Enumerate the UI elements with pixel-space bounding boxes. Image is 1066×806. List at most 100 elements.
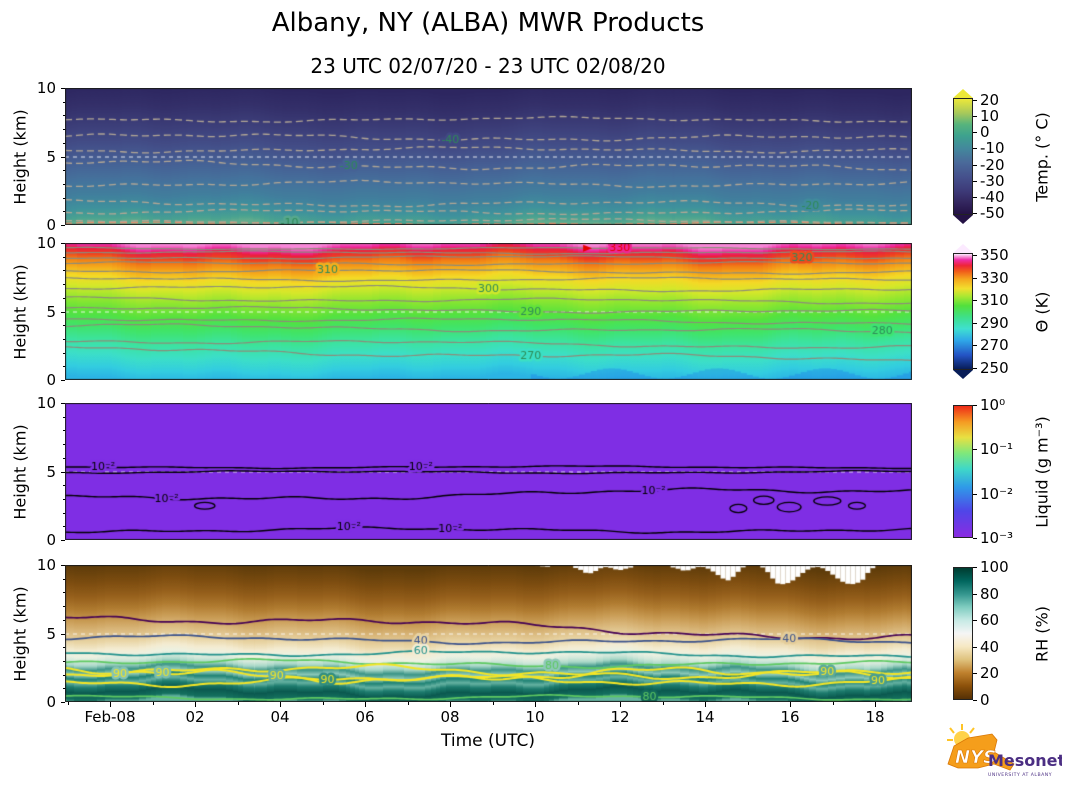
y-tick-mark [61,565,65,566]
y-minor-tick [63,606,65,608]
x-tick-mark [450,702,451,707]
y-minor-tick [63,619,65,621]
y-minor-tick [63,129,65,131]
y-minor-tick [63,256,65,258]
y-minor-tick [63,674,65,676]
colorbar-tick-mark [973,148,977,150]
x-axis-title: Time (UTC) [441,731,535,751]
y-minor-tick [63,660,65,662]
x-minor-tick [577,702,579,705]
colorbar-tick-mark [973,196,977,198]
x-tick-mark [195,702,196,707]
x-tick-label: 06 [355,708,375,726]
y-tick-mark [61,540,65,541]
colorbar-tick-mark [973,620,977,622]
y-minor-tick [63,366,65,368]
colorbar-tick-mark [973,673,977,675]
x-minor-tick [322,702,324,705]
y-minor-tick [63,592,65,594]
colorbar-tick-mark [973,180,977,182]
colorbar-title: Temp. (° C) [1032,111,1051,202]
colorbar-tick-mark [973,164,977,166]
y-minor-tick [63,270,65,272]
colorbar-title: RH (%) [1032,605,1051,662]
colorbar-tick-label: 100 [980,558,1009,576]
colorbar-tick-label: 310 [980,291,1009,310]
colorbar-tick-mark [973,300,977,302]
x-tick-label: 12 [610,708,630,726]
colorbar-tick-label: -30 [980,171,1005,190]
colorbar-tick-mark [973,100,977,102]
y-tick-label: 5 [46,462,56,481]
colorbar-relative-humidity [953,567,973,700]
colorbar-tick-mark [973,116,977,118]
y-tick-label: 5 [46,624,56,643]
y-minor-tick [63,416,65,418]
heatmap-potential-temperature [65,243,912,380]
colorbar-tick-label: 10⁻² [980,484,1014,503]
colorbar-tick-mark [973,132,977,134]
figure-title: Albany, NY (ALBA) MWR Products [271,8,705,38]
colorbar-tick-label: 0 [980,691,990,709]
x-minor-tick [662,702,664,705]
logo-mesonet-text: Mesonet [988,751,1062,770]
x-tick-mark [280,702,281,707]
y-tick-mark [61,380,65,381]
colorbar-tick-mark [973,212,977,214]
x-tick-label: 02 [185,708,205,726]
x-tick-label: 16 [780,708,800,726]
y-minor-tick [63,352,65,354]
x-minor-tick [237,702,239,705]
colorbar-tick-label: 10 [980,107,1000,126]
colorbar-tick-mark [973,700,977,701]
y-tick-mark [61,702,65,703]
colorbar-tick-mark [973,322,977,324]
y-tick-label: 10 [36,556,56,574]
colorbar-temperature [953,98,973,215]
figure-subtitle: 23 UTC 02/07/20 - 23 UTC 02/08/20 [310,54,666,78]
y-tick-label: 0 [46,693,56,711]
colorbar-tick-mark [973,449,977,451]
x-tick-label: 04 [270,708,290,726]
y-tick-mark [61,311,65,313]
x-minor-tick [407,702,409,705]
y-tick-mark [61,633,65,635]
y-tick-label: 5 [46,302,56,321]
y-minor-tick [63,325,65,327]
colorbar-tick-label: 10⁰ [980,396,1006,414]
y-tick-mark [61,156,65,158]
colorbar-tick-label: -50 [980,203,1005,222]
colorbar-tick-label: 330 [980,268,1009,287]
y-tick-label: 0 [46,531,56,549]
colorbar-tick-mark [973,646,977,648]
y-minor-tick [63,211,65,213]
y-minor-tick [63,115,65,117]
y-minor-tick [63,485,65,487]
colorbar-tick-mark [973,593,977,595]
y-minor-tick [63,284,65,286]
y-minor-tick [63,457,65,459]
logo-state-shape [947,733,1015,771]
colorbar-tick-mark [973,567,977,568]
x-tick-mark [535,702,536,707]
y-minor-tick [63,578,65,580]
y-minor-tick [63,430,65,432]
nys-mesonet-logo: NYS Mesonet UNIVERSITY AT ALBANY [942,716,1066,800]
colorbar-tick-label: 20 [980,664,1000,683]
y-minor-tick [63,101,65,103]
y-minor-tick [63,444,65,446]
colorbar-title: Θ (K) [1032,291,1051,332]
y-tick-mark [61,403,65,404]
x-minor-tick [832,702,834,705]
y-minor-tick [63,512,65,514]
x-tick-mark [875,702,876,707]
y-tick-label: 0 [46,216,56,234]
x-tick-label: Feb-08 [84,708,136,726]
colorbar-tick-mark [973,277,977,279]
y-minor-tick [63,170,65,172]
y-minor-tick [63,526,65,528]
heatmap-liquid-water [65,403,912,540]
colorbar-arrow-bottom-icon [953,215,973,224]
x-tick-mark [365,702,366,707]
